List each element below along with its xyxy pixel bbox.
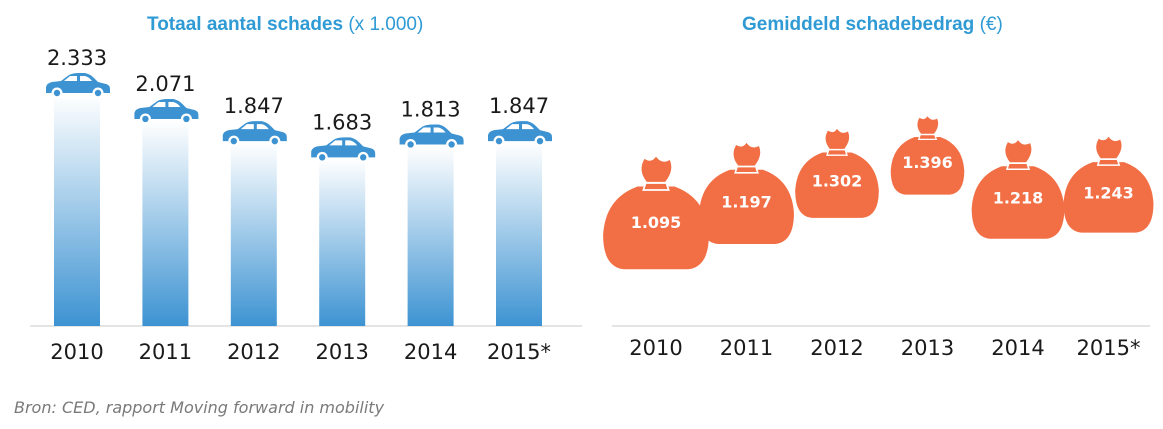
data-label: 1.302	[812, 172, 863, 191]
data-label: 1.847	[489, 94, 549, 118]
data-label: 1.243	[1083, 183, 1134, 202]
car-icon	[134, 98, 199, 125]
chart-title-claims-text: Totaal aantal schades	[147, 14, 344, 35]
data-label: 1.683	[312, 110, 372, 134]
data-label: 1.813	[401, 97, 461, 121]
chart-title-claims-unit: (x 1.000)	[348, 14, 424, 35]
data-label: 1.847	[224, 94, 284, 118]
x-tick-label: 2012	[810, 336, 863, 360]
bar	[407, 146, 454, 326]
x-tick-label: 2014	[404, 340, 457, 364]
x-tick-label: 2010	[629, 336, 682, 360]
x-tick-label: 2015*	[1077, 336, 1141, 360]
data-label: 1.197	[721, 193, 772, 212]
chart-title-claims: Totaal aantal schades (x 1.000)	[147, 14, 423, 36]
chart-title-amount-unit: (€)	[979, 14, 1003, 35]
data-label: 1.396	[902, 153, 953, 172]
x-tick-label: 2011	[720, 336, 773, 360]
data-label: 1.095	[631, 213, 682, 232]
bar-chart-claims: 2.333 2010 2.071 2011 1.847 2012 1.683 2013 1.81…	[30, 46, 582, 364]
x-tick-label: 2011	[139, 340, 192, 364]
data-label: 1.218	[993, 188, 1044, 207]
car-icon	[222, 121, 287, 147]
x-tick-label: 2012	[227, 340, 280, 364]
bar	[142, 120, 189, 326]
money-bag-icon	[603, 156, 709, 270]
money-bag-icon	[890, 116, 965, 195]
bag-chart-amount: 1.095 2010 1.197 2011 1.302 2012 1.396 2013 1.21…	[603, 116, 1154, 360]
bar	[230, 143, 277, 326]
x-tick-label: 2013	[901, 336, 954, 360]
x-tick-label: 2015*	[487, 340, 551, 364]
bar	[54, 95, 100, 326]
money-bag-icon	[971, 140, 1065, 239]
car-icon	[46, 73, 110, 99]
x-tick-label: 2010	[50, 340, 103, 364]
data-label: 2.071	[135, 72, 195, 96]
chart-title-amount: Gemiddeld schadebedrag (€)	[742, 14, 1003, 36]
x-tick-label: 2014	[991, 336, 1044, 360]
car-icon	[311, 137, 376, 163]
money-bag-icon	[1063, 136, 1154, 233]
source-note: Bron: CED, rapport Moving forward in mob…	[14, 398, 385, 417]
x-tick-label: 2013	[315, 340, 368, 364]
chart-title-amount-text: Gemiddeld schadebedrag	[742, 14, 975, 35]
car-icon	[399, 124, 464, 150]
money-bag-icon	[795, 128, 879, 218]
car-icon	[488, 121, 552, 147]
data-label: 2.333	[47, 46, 107, 70]
bar	[496, 143, 542, 326]
money-bag-icon	[699, 142, 794, 244]
bar	[319, 159, 366, 326]
